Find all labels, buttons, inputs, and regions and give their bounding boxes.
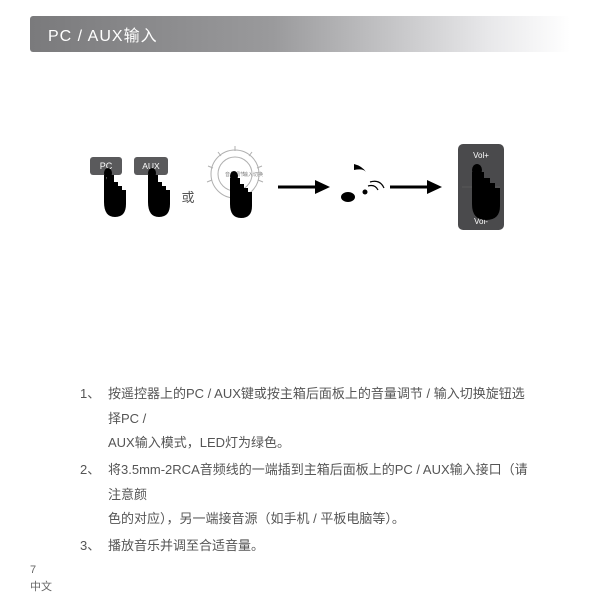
arrow-icon bbox=[278, 180, 330, 194]
or-label: 或 bbox=[181, 190, 194, 205]
aux-button-icon: AUX bbox=[134, 157, 170, 217]
page-language: 中文 bbox=[30, 579, 52, 596]
step-number: 2、 bbox=[80, 458, 108, 532]
instruction-list: 1、 按遥控器上的PC / AUX键或按主箱后面板上的音量调节 / 输入切换旋钮… bbox=[30, 382, 570, 559]
step-number: 1、 bbox=[80, 382, 108, 456]
step-text: 播放音乐并调至合适音量。 bbox=[108, 534, 530, 559]
arrow-icon bbox=[390, 180, 442, 194]
step-item: 3、 播放音乐并调至合适音量。 bbox=[80, 534, 530, 559]
manual-page: PC / AUX输入 PC AUX 或 bbox=[0, 16, 600, 611]
step-number: 3、 bbox=[80, 534, 108, 559]
svg-text:输入切换: 输入切换 bbox=[243, 171, 263, 178]
section-title: PC / AUX输入 bbox=[48, 22, 158, 46]
step-text: 按遥控器上的PC / AUX键或按主箱后面板上的音量调节 / 输入切换旋钮选择P… bbox=[108, 382, 530, 456]
section-header: PC / AUX输入 bbox=[30, 16, 570, 52]
page-footer: 7 中文 bbox=[30, 562, 52, 595]
step-text: 将3.5mm-2RCA音频线的一端插到主箱后面板上的PC / AUX输入接口（请… bbox=[108, 458, 530, 532]
step-item: 2、 将3.5mm-2RCA音频线的一端插到主箱后面板上的PC / AUX输入接… bbox=[80, 458, 530, 532]
volume-remote-icon: Vol+ Vol- bbox=[458, 144, 504, 230]
step-item: 1、 按遥控器上的PC / AUX键或按主箱后面板上的音量调节 / 输入切换旋钮… bbox=[80, 382, 530, 456]
svg-text:Vol+: Vol+ bbox=[473, 151, 489, 160]
page-number: 7 bbox=[30, 562, 52, 579]
instruction-diagram: PC AUX 或 bbox=[30, 142, 570, 322]
music-note-icon bbox=[341, 164, 384, 202]
pc-button-icon: PC bbox=[90, 157, 126, 217]
dial-knob-icon: 音量调节 输入切换 bbox=[207, 146, 263, 218]
